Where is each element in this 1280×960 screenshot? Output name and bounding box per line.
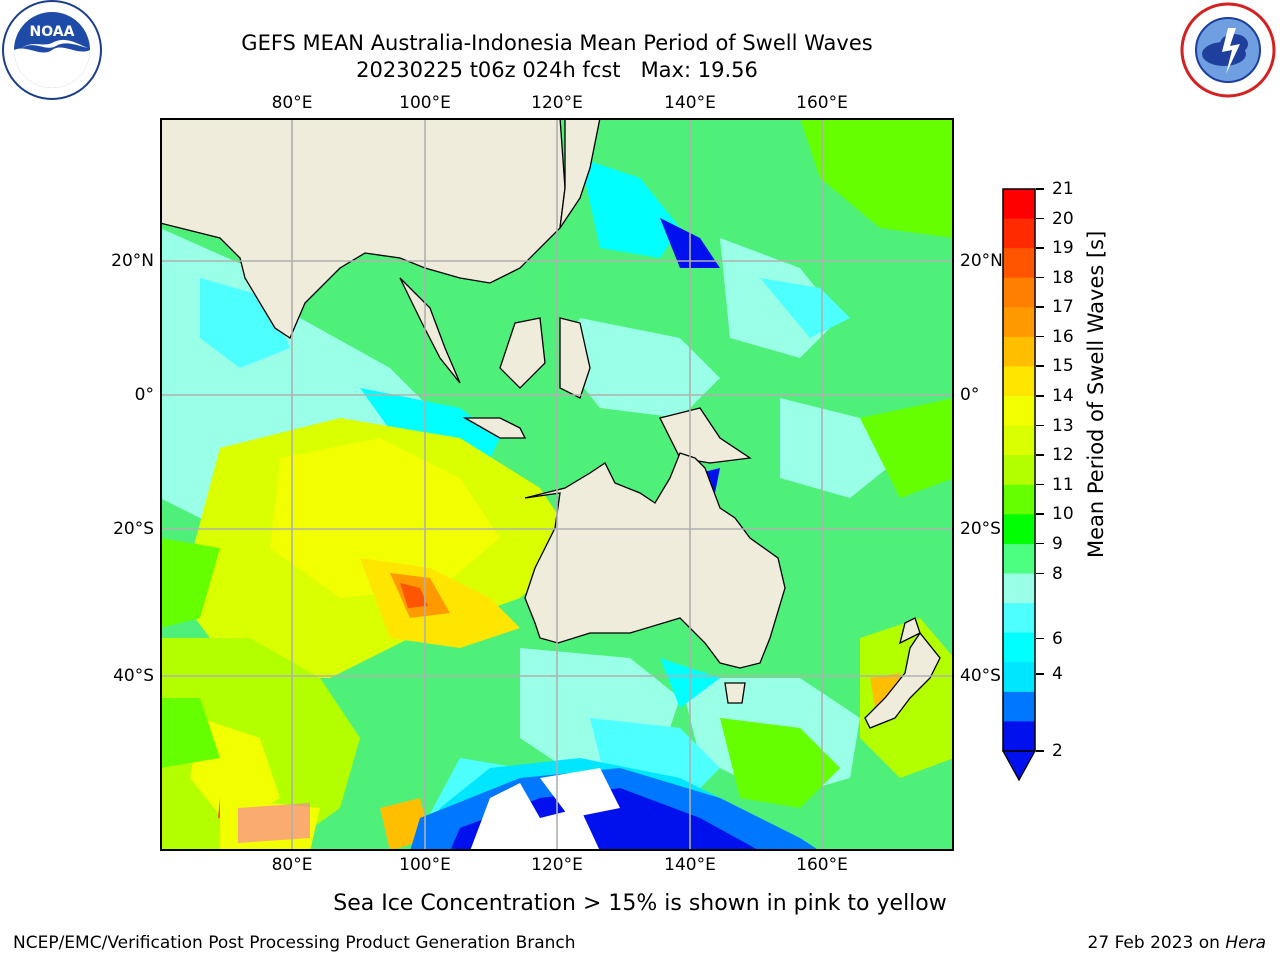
colorbar-tick-label: 4 xyxy=(1052,664,1063,685)
colorbar-tick-label: 16 xyxy=(1052,326,1074,347)
colorbar-tick-label: 12 xyxy=(1052,445,1074,466)
colorbar-tick-label: 8 xyxy=(1052,563,1063,584)
chart-title: GEFS MEAN Australia-Indonesia Mean Perio… xyxy=(241,31,873,55)
colorbar-tick-mark xyxy=(1036,395,1044,397)
lat-label-right-20s: 20°S xyxy=(960,519,1001,539)
lat-label-left-40s: 40°S xyxy=(113,666,154,686)
colorbar-tick-mark xyxy=(1036,750,1044,752)
colorbar-extend-arrow xyxy=(1002,750,1036,782)
colorbar-cell xyxy=(1003,455,1035,486)
colorbar-tick-mark xyxy=(1036,483,1044,486)
colorbar-tick-mark xyxy=(1036,217,1044,220)
colorbar-cell xyxy=(1003,573,1035,604)
colorbar-tick-label: 19 xyxy=(1052,238,1074,259)
map-panel xyxy=(160,118,954,851)
colorbar-frame xyxy=(1002,188,1036,752)
lat-label-right-0: 0° xyxy=(960,385,980,405)
lat-label-right-40s: 40°S xyxy=(960,666,1001,686)
colorbar-cell xyxy=(1003,632,1035,663)
lat-label-right-20n: 20°N xyxy=(960,251,1003,271)
colorbar-tick-label: 20 xyxy=(1052,208,1074,229)
colorbar-tick-mark xyxy=(1036,335,1044,338)
colorbar-label: Mean Period of Swell Waves [s] xyxy=(1084,230,1108,558)
lon-label-bottom-140: 140°E xyxy=(664,855,716,875)
colorbar-cell xyxy=(1003,248,1035,279)
colorbar-tick-label: 2 xyxy=(1052,741,1063,761)
lon-label-top-160: 160°E xyxy=(796,93,848,113)
colorbar-tick-mark xyxy=(1036,572,1044,575)
noaa-logo: NOAA xyxy=(2,0,102,100)
colorbar-tick-label: 10 xyxy=(1052,504,1074,525)
map-frame xyxy=(160,118,954,851)
colorbar-tick-mark xyxy=(1036,424,1044,427)
colorbar-tick-label: 9 xyxy=(1052,533,1063,554)
chart-subtitle: 20230225 t06z 024h fcst Max: 19.56 xyxy=(356,58,758,82)
colorbar-tick-label: 13 xyxy=(1052,415,1074,436)
colorbar-tick-mark xyxy=(1036,276,1044,279)
footer-credit: NCEP/EMC/Verification Post Processing Pr… xyxy=(13,933,576,953)
colorbar-tick-mark xyxy=(1036,637,1044,640)
land-masses xyxy=(160,118,941,729)
colorbar-cell xyxy=(1003,603,1035,634)
colorbar-tick-label: 18 xyxy=(1052,267,1074,288)
lon-label-top-100: 100°E xyxy=(399,93,451,113)
colorbar-tick-mark xyxy=(1036,513,1044,515)
colorbar-tick-label: 15 xyxy=(1052,356,1074,377)
lat-label-left-0: 0° xyxy=(134,385,154,405)
colorbar-tick-label: 17 xyxy=(1052,297,1074,318)
colorbar-cell xyxy=(1003,218,1035,249)
colorbar-cell xyxy=(1003,425,1035,456)
colorbar-tick-label: 6 xyxy=(1052,628,1063,649)
lat-label-left-20n: 20°N xyxy=(111,251,154,271)
colorbar-tick-label: 11 xyxy=(1052,474,1074,495)
colorbar-tick-mark xyxy=(1036,542,1044,545)
footer-machine: Hera xyxy=(1225,933,1266,953)
colorbar-cell xyxy=(1003,366,1035,397)
sea-ice-note: Sea Ice Concentration > 15% is shown in … xyxy=(333,891,947,916)
lon-label-bottom-80: 80°E xyxy=(271,855,313,875)
lon-label-top-140: 140°E xyxy=(664,93,716,113)
colorbar-tick-label: 21 xyxy=(1052,179,1074,199)
lon-label-top-80: 80°E xyxy=(271,93,313,113)
colorbar-tick-mark xyxy=(1036,247,1044,249)
colorbar-cell xyxy=(1003,189,1035,220)
colorbar xyxy=(1002,188,1036,782)
footer-date-text: 27 Feb 2023 on xyxy=(1087,933,1226,953)
graticule xyxy=(160,118,954,851)
lat-label-left-20s: 20°S xyxy=(113,519,154,539)
nws-logo xyxy=(1180,2,1276,98)
colorbar-cell xyxy=(1003,307,1035,338)
colorbar-cell xyxy=(1003,336,1035,368)
colorbar-tick-mark xyxy=(1036,188,1044,190)
colorbar-tick-mark xyxy=(1036,306,1044,308)
colorbar-cell xyxy=(1003,484,1035,515)
colorbar-cell xyxy=(1003,514,1035,545)
svg-text:NOAA: NOAA xyxy=(30,24,75,40)
lon-label-bottom-100: 100°E xyxy=(399,855,451,875)
colorbar-tick-mark xyxy=(1036,673,1044,675)
colorbar-cell xyxy=(1003,691,1035,723)
colorbar-tick-mark xyxy=(1036,365,1044,367)
colorbar-tick-label: 14 xyxy=(1052,386,1074,407)
colorbar-cell xyxy=(1003,396,1035,427)
colorbar-cell xyxy=(1003,277,1035,308)
lon-label-bottom-120: 120°E xyxy=(531,855,583,875)
footer-date: 27 Feb 2023 on Hera xyxy=(1088,932,1266,954)
colorbar-cell xyxy=(1003,543,1035,575)
colorbar-cell xyxy=(1003,721,1035,752)
swell-field xyxy=(160,118,954,851)
colorbar-cell xyxy=(1003,662,1035,693)
lon-label-bottom-160: 160°E xyxy=(796,855,848,875)
lon-label-top-120: 120°E xyxy=(531,93,583,113)
colorbar-tick-mark xyxy=(1036,454,1044,456)
